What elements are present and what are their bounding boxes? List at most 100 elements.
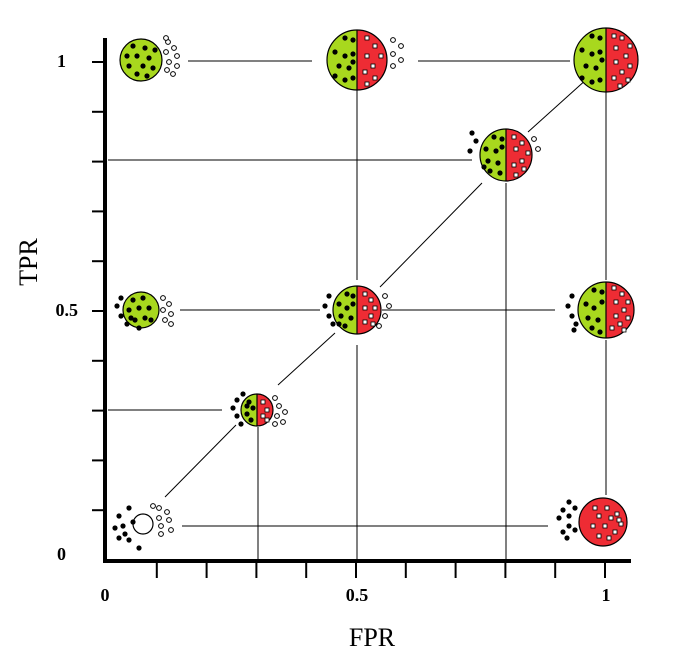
black-dot-4 (116, 535, 122, 541)
x-axis-line (103, 559, 631, 563)
black-dot-8 (128, 315, 134, 321)
black-dot-4 (136, 325, 142, 331)
black-dot-7 (342, 323, 348, 329)
black-dot-2 (583, 301, 589, 307)
marker-point-2 (573, 27, 639, 93)
square-dot-0 (592, 505, 598, 511)
black-dot-1 (140, 295, 146, 301)
square-dot-3 (613, 45, 619, 51)
black-dot-7 (589, 325, 595, 331)
marker-point-4 (114, 291, 174, 331)
hollow-dot-4 (272, 421, 278, 427)
square-dot-0 (511, 134, 517, 140)
black-dot-4 (146, 305, 152, 311)
square-dot-5 (362, 69, 368, 75)
x-tick-label-0-5: 0.5 (346, 585, 369, 605)
black-dot-8 (589, 79, 595, 85)
square-dot-4 (608, 515, 614, 521)
square-dot-1 (519, 140, 525, 146)
black-dot-3 (122, 531, 128, 537)
hollow-dot-3 (398, 57, 404, 63)
square-dot-6 (521, 166, 527, 172)
square-dot-1 (619, 35, 625, 41)
hollow-dot-3 (174, 53, 180, 59)
hollow-dot-2 (390, 51, 396, 57)
square-dot-10 (617, 83, 623, 89)
black-dot-4 (499, 144, 505, 150)
hollow-dot-4 (158, 523, 164, 529)
y-tick-label-0: 0 (57, 544, 66, 564)
diagonal-segment-3 (379, 182, 483, 288)
black-dot-4 (350, 301, 356, 307)
black-dot-0 (469, 130, 475, 136)
black-dot-7 (150, 65, 156, 71)
black-dot-6 (495, 160, 501, 166)
black-dot-2 (332, 49, 338, 55)
square-dot-3 (596, 513, 602, 519)
black-dot-6 (595, 317, 601, 323)
black-dot-6 (346, 65, 352, 71)
marker-right-half (357, 30, 387, 90)
black-dot-4 (571, 327, 577, 333)
square-dot-5 (362, 319, 368, 325)
marker-point-0 (119, 35, 180, 82)
square-dot-9 (596, 533, 602, 539)
square-dot-2 (625, 299, 631, 305)
hollow-dot-3 (166, 517, 172, 523)
black-dot-0 (591, 287, 597, 293)
black-dot-8 (134, 71, 140, 77)
square-dot-6 (625, 315, 631, 321)
black-dot-2 (560, 507, 566, 513)
black-dot-6 (142, 315, 148, 321)
marker-point-1 (326, 29, 404, 91)
black-dot-9 (481, 164, 487, 170)
square-dot-7 (513, 172, 519, 178)
black-dot-0 (130, 297, 136, 303)
marker-point-5 (322, 285, 392, 335)
black-dot-2 (336, 301, 342, 307)
black-dot-0 (344, 291, 350, 297)
hollow-dot-1 (164, 509, 170, 515)
square-dot-4 (519, 158, 525, 164)
square-dot-8 (611, 75, 617, 81)
square-dot-7 (617, 321, 623, 327)
square-dot-5 (613, 313, 619, 319)
black-dot-0 (246, 399, 252, 405)
black-dot-3 (330, 321, 336, 327)
black-dot-4 (244, 403, 250, 409)
black-dot-5 (566, 523, 572, 529)
hollow-dot-5 (280, 419, 286, 425)
y-tick-label-0-5: 0.5 (56, 300, 79, 320)
square-dot-3 (264, 417, 270, 423)
black-dot-1 (230, 405, 236, 411)
square-dot-1 (264, 407, 270, 413)
hollow-dot-4 (162, 317, 168, 323)
diagonal-segment-1 (164, 424, 237, 498)
square-dot-9 (625, 77, 631, 83)
black-dot-1 (499, 136, 505, 142)
black-dot-10 (599, 57, 605, 63)
marker-point-6 (565, 281, 635, 339)
black-dot-7 (572, 527, 578, 533)
square-dot-1 (368, 297, 374, 303)
hollow-dot-7 (170, 71, 176, 77)
square-dot-4 (368, 313, 374, 319)
square-dot-8 (609, 325, 615, 331)
diagonal-segment-2 (277, 332, 336, 386)
black-dot-9 (350, 75, 356, 81)
square-dot-3 (362, 305, 368, 311)
hollow-dot-4 (390, 63, 396, 69)
hollow-dot-5 (174, 63, 180, 69)
black-dot-2 (467, 148, 473, 154)
square-dot-4 (621, 307, 627, 313)
hollow-dot-0 (272, 395, 278, 401)
square-dot-0 (362, 291, 368, 297)
square-dot-7 (619, 69, 625, 75)
square-dot-3 (513, 146, 519, 152)
black-dot-4 (597, 49, 603, 55)
black-dot-6 (140, 63, 146, 69)
black-dot-2 (569, 313, 575, 319)
marker-left-half (480, 129, 506, 181)
black-dot-4 (556, 515, 562, 521)
square-dot-2 (614, 511, 620, 517)
